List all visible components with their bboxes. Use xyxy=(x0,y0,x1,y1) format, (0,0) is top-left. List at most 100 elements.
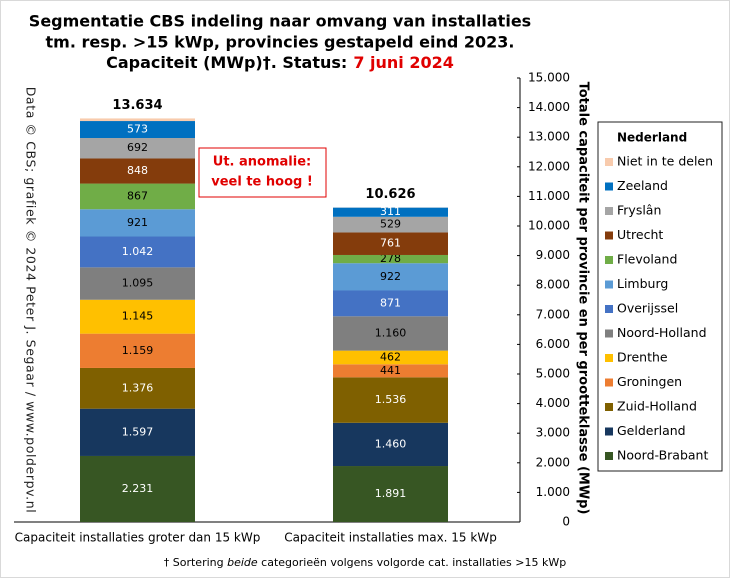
y-tick-label: 5.000 xyxy=(536,367,570,381)
legend-swatch xyxy=(605,452,613,460)
y-tick-label: 11.000 xyxy=(528,189,570,203)
bar-segment xyxy=(333,466,448,522)
bar-segment xyxy=(333,216,448,233)
bar-segment xyxy=(80,158,195,184)
data-label: 441 xyxy=(380,364,401,377)
data-label: 1.891 xyxy=(375,487,407,500)
bar-segment xyxy=(80,118,195,122)
legend-label: Limburg xyxy=(617,276,668,291)
bar-segment xyxy=(333,422,448,467)
legend-swatch xyxy=(605,207,613,215)
legend-label: Noord-Brabant xyxy=(617,448,708,463)
legend-swatch xyxy=(605,158,613,166)
legend-swatch xyxy=(605,427,613,436)
legend-label: Fryslân xyxy=(617,203,661,218)
legend-label: Groningen xyxy=(617,374,682,389)
y-tick-label: 12.000 xyxy=(528,159,570,173)
legend-label: Utrecht xyxy=(617,227,663,242)
data-label: 867 xyxy=(127,189,148,202)
bar-segment xyxy=(333,254,448,264)
y-tick-label: 14.000 xyxy=(528,100,570,114)
x-tick-label: Capaciteit installaties max. 15 kWp xyxy=(284,531,497,545)
footnote: † Sortering xyxy=(164,556,227,569)
footnote: beide xyxy=(227,556,258,569)
data-label: 311 xyxy=(380,205,401,218)
y-tick-label: 10.000 xyxy=(528,219,570,233)
y-tick-label: 9.000 xyxy=(536,248,570,262)
y-tick-label: 6.000 xyxy=(536,337,570,351)
data-label: 2.231 xyxy=(122,482,154,495)
title-line: tm. resp. >15 kWp, provincies gestapeld … xyxy=(46,33,515,52)
bar-segment xyxy=(80,333,195,368)
annotation: Ut. anomalie: xyxy=(213,155,311,170)
bar-segment xyxy=(333,316,448,351)
legend-swatch xyxy=(605,403,613,411)
bar-segment xyxy=(333,350,448,365)
bar-segment xyxy=(80,299,195,334)
bar-segment xyxy=(80,367,195,409)
data-label: 848 xyxy=(127,164,148,177)
y-axis-label: Totale capaciteit per provincie en per g… xyxy=(576,82,591,515)
legend-label: Zuid-Holland xyxy=(617,399,697,414)
bar-segment xyxy=(333,232,448,255)
total-label: 10.626 xyxy=(365,187,415,202)
y-tick-label: 0 xyxy=(562,515,570,529)
legend-title: Nederland xyxy=(617,131,687,145)
bar-segment xyxy=(80,236,195,268)
y-tick-label: 8.000 xyxy=(536,278,570,292)
y-tick-label: 1.000 xyxy=(536,485,570,499)
y-tick-label: 13.000 xyxy=(528,130,570,144)
total-label: 13.634 xyxy=(112,98,162,113)
data-label: 1.145 xyxy=(122,310,154,323)
title-line: Segmentatie CBS indeling naar omvang van… xyxy=(29,12,531,31)
legend-label: Overijssel xyxy=(617,301,678,316)
bar-segment xyxy=(80,209,195,237)
bar-segment xyxy=(80,183,195,210)
data-label: 1.042 xyxy=(122,245,154,258)
data-label: 1.159 xyxy=(122,344,154,357)
data-label: 761 xyxy=(380,237,401,250)
bar-segment xyxy=(80,267,195,300)
status-date: 7 juni 2024 xyxy=(353,53,454,72)
data-label: 692 xyxy=(127,141,148,154)
data-label: 1.597 xyxy=(122,425,154,438)
legend-swatch xyxy=(605,280,613,289)
y-tick-label: 3.000 xyxy=(536,426,570,440)
bar-segment xyxy=(333,290,448,317)
data-label: 871 xyxy=(380,296,401,309)
bar-segment xyxy=(80,408,195,456)
data-label: 1.460 xyxy=(375,437,407,450)
legend-swatch xyxy=(605,378,613,387)
legend-label: Flevoland xyxy=(617,252,677,267)
bar-segment xyxy=(333,377,448,423)
legend-label: Niet in te delen xyxy=(617,154,713,169)
bar-segment xyxy=(333,207,448,217)
legend-swatch xyxy=(605,329,613,338)
bar-segment xyxy=(80,455,195,522)
x-tick-label: Capaciteit installaties groter dan 15 kW… xyxy=(15,531,261,545)
legend-swatch xyxy=(605,231,613,240)
legend-swatch xyxy=(605,305,613,313)
legend-label: Gelderland xyxy=(617,423,686,438)
y-tick-label: 7.000 xyxy=(536,307,570,321)
footnote: † Sortering beide categorieën volgens vo… xyxy=(164,556,566,569)
y-tick-label: 15.000 xyxy=(528,71,570,85)
footnote: categorieën volgens volgorde cat. instal… xyxy=(258,556,567,569)
legend-swatch xyxy=(605,354,613,362)
data-label: 1.095 xyxy=(122,277,154,290)
bar-segment xyxy=(333,364,448,378)
data-label: 1.160 xyxy=(375,326,407,339)
annotation-box xyxy=(198,147,327,198)
legend-label: Noord-Holland xyxy=(617,325,707,340)
data-label: 1.376 xyxy=(122,381,154,394)
legend-swatch xyxy=(605,182,613,191)
source-note: Data © CBS; grafiek © 2024 Peter J. Sega… xyxy=(24,87,39,514)
legend-swatch xyxy=(605,256,613,264)
data-label: 462 xyxy=(380,350,401,363)
y-tick-label: 4.000 xyxy=(536,396,570,410)
annotation: veel te hoog ! xyxy=(211,175,313,190)
bar-segment xyxy=(333,263,448,291)
data-label: 278 xyxy=(380,252,401,265)
